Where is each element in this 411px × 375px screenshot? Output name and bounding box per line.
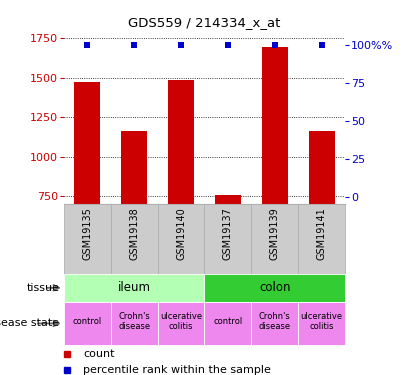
Bar [74,82,100,204]
Bar [262,46,288,204]
Bar [215,195,241,204]
Bar [252,204,298,274]
Title: GDS559 / 214334_x_at: GDS559 / 214334_x_at [128,16,281,29]
Bar [111,204,157,274]
Bar [64,302,111,345]
Bar [309,130,335,204]
Text: GSM19140: GSM19140 [176,207,186,260]
Text: ulcerative
colitis: ulcerative colitis [301,312,343,331]
Text: GSM19137: GSM19137 [223,207,233,260]
Text: disease state: disease state [0,318,60,328]
Text: Crohn's
disease: Crohn's disease [118,312,150,331]
Text: tissue: tissue [27,283,60,293]
Bar [205,302,252,345]
Text: GSM19141: GSM19141 [317,207,327,260]
Bar [205,274,345,302]
Bar [64,204,111,274]
Bar [64,274,205,302]
Bar [111,302,157,345]
Text: percentile rank within the sample: percentile rank within the sample [83,365,271,375]
Bar [298,302,345,345]
Text: control: control [72,317,102,326]
Bar [168,80,194,204]
Text: ileum: ileum [118,281,150,294]
Text: GSM19138: GSM19138 [129,207,139,260]
Bar [157,302,205,345]
Text: ulcerative
colitis: ulcerative colitis [160,312,202,331]
Bar [298,204,345,274]
Bar [157,204,205,274]
Text: GSM19139: GSM19139 [270,207,280,260]
Bar [121,130,147,204]
Text: Crohn's
disease: Crohn's disease [259,312,291,331]
Text: colon: colon [259,281,291,294]
Bar [252,302,298,345]
Text: GSM19135: GSM19135 [82,207,92,260]
Text: control: control [213,317,242,326]
Text: count: count [83,349,115,359]
Bar [205,204,252,274]
